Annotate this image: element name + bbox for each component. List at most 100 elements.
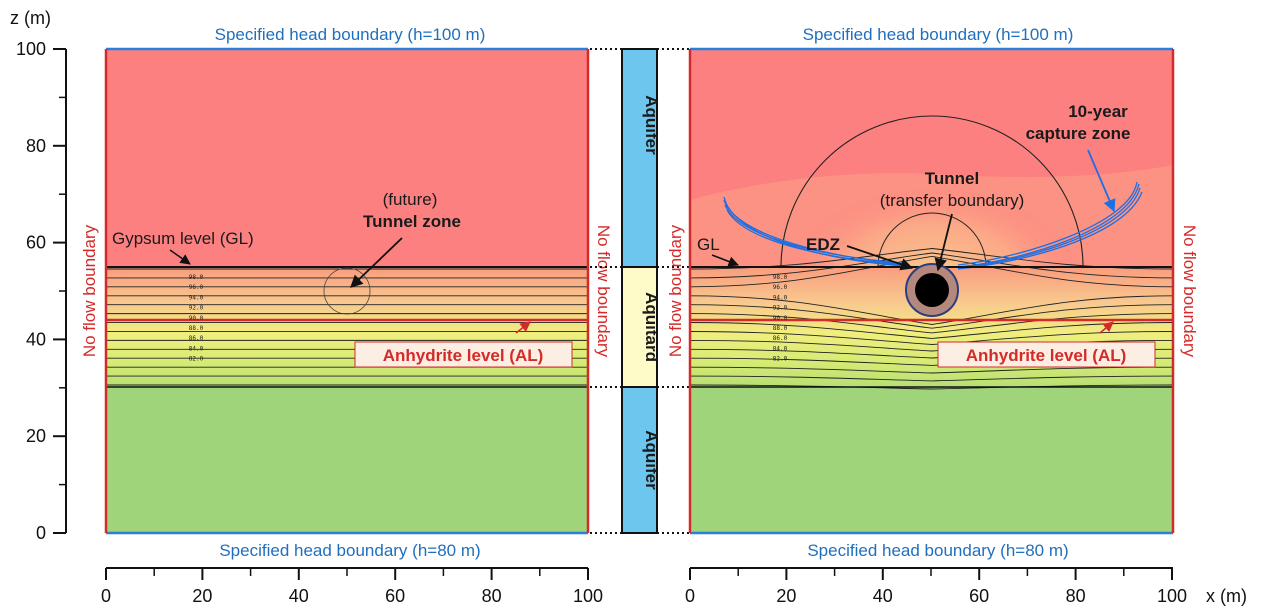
left-anhydrite-label-box <box>354 341 573 368</box>
contour-label: 94.0 <box>189 294 204 301</box>
left-side-boundary-label: No flow boundary <box>80 224 99 357</box>
z-tick-label: 40 <box>26 329 46 349</box>
inner-arc <box>877 212 987 268</box>
head-contour <box>689 295 1174 325</box>
column-upper-aquifer <box>621 48 658 268</box>
left-anhydrite-label: Anhydrite level (AL) <box>383 346 544 365</box>
x-tick-label: 100 <box>573 586 603 606</box>
tunnel-label: Tunnel <box>925 169 979 188</box>
left-middle-side-boundary-label: No flow boundary <box>594 225 613 358</box>
z-tick-label: 100 <box>16 39 46 59</box>
x-tick-label: 40 <box>289 586 309 606</box>
head-contour <box>689 304 1174 329</box>
contour-label: 86.0 <box>773 335 788 342</box>
contour-label: 96.0 <box>773 284 788 291</box>
transfer-boundary-arc <box>780 115 1084 268</box>
right-panel: 98.0 96.0 94.0 92.0 90.0 88.0 86.0 84.0 82.0 Spe… <box>666 25 1199 560</box>
column-connector-lines <box>590 48 690 534</box>
left-panel: 98.0 96.0 94.0 92.0 90.0 88.0 86.0 84.0 82.0 Spe… <box>80 25 613 560</box>
x-tick-label: 100 <box>1157 586 1187 606</box>
head-contour <box>689 255 1174 288</box>
edz-label: EDZ <box>806 235 840 254</box>
x-tick-label: 20 <box>776 586 796 606</box>
gypsum-arrow <box>169 249 191 265</box>
contour-label: 94.0 <box>773 294 788 301</box>
contour-label: 98.0 <box>189 274 204 281</box>
z-tick-label: 60 <box>26 233 46 253</box>
left-contour-labels: 98.0 96.0 94.0 92.0 90.0 88.0 86.0 84.0 82.0 <box>189 274 204 363</box>
head-contour <box>689 313 1174 334</box>
right-gl-label: GL <box>697 235 720 254</box>
tunnel-arrow <box>934 213 953 272</box>
contour-label: 84.0 <box>189 345 204 352</box>
z-tick-label: 80 <box>26 136 46 156</box>
tunnel-zone-label: Tunnel zone <box>363 212 461 231</box>
edz-arrow <box>846 245 914 271</box>
head-contour <box>689 322 1174 339</box>
contour-label: 84.0 <box>773 345 788 352</box>
right-gl-arrow <box>711 254 739 267</box>
left-anhydrite-arrow <box>515 321 531 334</box>
x-tick-label: 20 <box>192 586 212 606</box>
right-anhydrite-label: Anhydrite level (AL) <box>966 346 1127 365</box>
z-tick-label: 0 <box>36 523 46 543</box>
contour-label: 82.0 <box>773 356 788 363</box>
left-top-boundary-label: Specified head boundary (h=100 m) <box>215 25 486 44</box>
contour-label: 90.0 <box>773 315 788 322</box>
contour-label: 92.0 <box>189 305 204 312</box>
x-axis: 0 20 40 60 80 100 0 20 40 60 80 100 x (m) <box>101 567 1247 606</box>
capture-zone-label-line2: capture zone <box>1026 124 1131 143</box>
right-anhydrite-label-box <box>937 341 1156 368</box>
capture-zone-label-line1: 10-year <box>1068 102 1128 121</box>
column-aquitard-label: Aquitard <box>642 292 661 362</box>
contour-label: 96.0 <box>189 284 204 291</box>
x-tick-label: 40 <box>873 586 893 606</box>
x-tick-label: 0 <box>685 586 695 606</box>
right-anhydrite-arrow <box>1099 321 1114 334</box>
x-axis-ticks: 0 20 40 60 80 100 0 20 40 60 80 100 <box>101 568 1187 606</box>
left-bottom-boundary-label: Specified head boundary (h=80 m) <box>219 541 480 560</box>
left-aquitard <box>106 267 588 387</box>
x-tick-label: 60 <box>969 586 989 606</box>
transfer-boundary-label: (transfer boundary) <box>880 191 1025 210</box>
column-upper-aquifer-label: Aquifer <box>642 95 661 155</box>
head-contour <box>689 375 1174 382</box>
column-lower-aquifer-label: Aquifer <box>642 430 661 490</box>
column-lower-aquifer <box>621 386 658 534</box>
layer-column: Aquifer Aquitard Aquifer <box>590 48 690 534</box>
right-contour-labels: 98.0 96.0 94.0 92.0 90.0 88.0 86.0 84.0 82.0 <box>773 274 788 363</box>
right-bottom-boundary-label: Specified head boundary (h=80 m) <box>807 541 1068 560</box>
x-axis-label: x (m) <box>1206 586 1247 606</box>
tunnel-zone-arrow <box>350 237 403 288</box>
gypsum-level-label: Gypsum level (GL) <box>112 229 254 248</box>
left-future-tunnel-outline <box>323 267 371 315</box>
right-lower-aquifer <box>690 387 1173 533</box>
column-aquitard <box>621 266 658 388</box>
head-contour <box>689 384 1174 390</box>
left-lower-aquifer <box>106 387 588 533</box>
capture-zone <box>723 181 1143 270</box>
contour-label: 98.0 <box>773 274 788 281</box>
tunnel <box>915 273 949 307</box>
future-label: (future) <box>383 190 438 209</box>
contour-label: 90.0 <box>189 315 204 322</box>
head-contour <box>689 331 1174 345</box>
z-axis-ticks: 0 20 40 60 80 100 <box>16 39 66 543</box>
x-tick-label: 80 <box>1066 586 1086 606</box>
x-tick-label: 80 <box>482 586 502 606</box>
x-tick-label: 0 <box>101 586 111 606</box>
head-contour <box>689 252 1174 279</box>
contour-label: 86.0 <box>189 335 204 342</box>
right-head-contours <box>689 248 1174 390</box>
contour-label: 92.0 <box>773 305 788 312</box>
right-far-side-boundary-label: No flow boundary <box>1180 225 1199 358</box>
left-upper-aquifer <box>106 49 588 267</box>
capture-zone-arrow <box>1087 149 1116 213</box>
head-contour <box>689 366 1174 374</box>
right-side-boundary-label: No flow boundary <box>666 224 685 357</box>
contour-label: 88.0 <box>189 325 204 332</box>
right-top-boundary-label: Specified head boundary (h=100 m) <box>803 25 1074 44</box>
contour-label: 88.0 <box>773 325 788 332</box>
z-tick-label: 20 <box>26 426 46 446</box>
